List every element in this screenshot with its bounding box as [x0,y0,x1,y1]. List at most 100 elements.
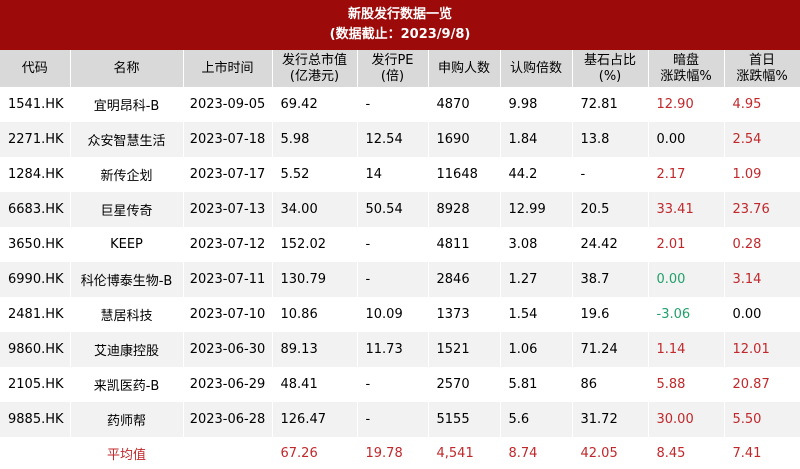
table-cell: 2023-07-13 [183,192,273,227]
table-cell: 5.52 [272,157,358,192]
table-cell: 1.14 [648,332,725,367]
table-cell: 86 [572,367,649,402]
table-cell: 1.27 [500,262,573,297]
table-cell: 2023-09-05 [183,87,273,122]
table-cell: 1373 [428,297,501,332]
table-cell: 50.54 [357,192,429,227]
table-cell: 11.73 [357,332,429,367]
table-cell [183,437,273,469]
table-cell: 20.87 [724,367,800,402]
table-cell: 24.42 [572,227,649,262]
table-cell: 33.41 [648,192,725,227]
table-cell: 10.09 [357,297,429,332]
table-cell: 89.13 [272,332,358,367]
table-cell: 2023-06-28 [183,402,273,437]
table-cell: 科伦博泰生物-B [70,262,184,297]
table-cell: 2846 [428,262,501,297]
average-value: 8.74 [500,437,573,469]
table-row: 6990.HK 科伦博泰生物-B 2023-07-11 130.79-2846 1.27… [0,262,800,297]
table-cell: 6990.HK [0,262,71,297]
header-line: (亿港元) [289,68,340,84]
table-cell: 48.41 [272,367,358,402]
table-row: 2271.HK 众安智慧生活 2023-07-18 5.98 12.54 1690 1.84… [0,122,800,157]
table-cell: 艾迪康控股 [70,332,184,367]
table-cell: 2.54 [724,122,800,157]
table-cell: - [572,157,649,192]
header-line: 暗盘 [672,52,699,68]
table-cell: 2.17 [648,157,725,192]
table-cell: 10.86 [272,297,358,332]
table-cell: 5.88 [648,367,725,402]
average-value: 19.78 [357,437,429,469]
table-cell: 38.7 [572,262,649,297]
column-header: 基石占比 (%) [572,50,649,87]
table-cell: 宜明昂科-B [70,87,184,122]
table-cell: 5.6 [500,402,573,437]
table-cell: 2023-07-11 [183,262,273,297]
table-cell: 11648 [428,157,501,192]
table-cell [0,437,71,469]
table-cell: 13.8 [572,122,649,157]
column-header: 发行PE (倍) [357,50,429,87]
title: 新股发行数据一览 [347,7,452,22]
average-label: 平均值 [70,437,184,469]
header-line: 发行PE [371,52,414,68]
table-cell: 2271.HK [0,122,71,157]
table-cell: 4811 [428,227,501,262]
header-line: 名称 [113,60,140,76]
average-value: 7.41 [724,437,800,469]
table-cell: 5155 [428,402,501,437]
average-value: 4,541 [428,437,501,469]
table-cell: 1.09 [724,157,800,192]
table-cell: 44.2 [500,157,573,192]
table-cell: 1.06 [500,332,573,367]
table-cell: 31.72 [572,402,649,437]
table-cell: 2023-07-17 [183,157,273,192]
table-cell: 药师帮 [70,402,184,437]
column-header: 认购倍数 [500,50,573,87]
column-header: 首日 涨跌幅% [724,50,800,87]
table-cell: 0.00 [648,122,725,157]
table-cell: 34.00 [272,192,358,227]
table-cell: 152.02 [272,227,358,262]
table-cell: 12.90 [648,87,725,122]
table-cell: 巨星传奇 [70,192,184,227]
table-cell: 19.6 [572,297,649,332]
table-cell: 0.00 [724,297,800,332]
column-header: 发行总市值 (亿港元) [272,50,358,87]
header-line: 认购倍数 [509,60,562,76]
table: 代码 名称 上市时间 发行总市值 (亿港元) 发行PE (倍) 申购人数 认购倍数 基石占比 (%)… [0,50,800,469]
column-header: 名称 [70,50,184,87]
header-row: 代码 名称 上市时间 发行总市值 (亿港元) 发行PE (倍) 申购人数 认购倍数 基石占比 (%)… [0,50,800,87]
table-cell: 来凯医药-B [70,367,184,402]
table-cell: 2481.HK [0,297,71,332]
table-cell: 126.47 [272,402,358,437]
table-cell: 12.99 [500,192,573,227]
header-line: (倍) [380,68,405,84]
table-cell: 12.54 [357,122,429,157]
table-cell: 30.00 [648,402,725,437]
table-cell: KEEP [70,227,184,262]
table-cell: 4870 [428,87,501,122]
header-line: 基石占比 [583,52,636,68]
table-cell: 4.95 [724,87,800,122]
column-header: 暗盘 涨跌幅% [648,50,725,87]
table-cell: - [357,367,429,402]
title-bar: 新股发行数据一览 (数据截止：2023/9/8) [0,0,800,50]
table-row: 6683.HK 巨星传奇 2023-07-13 34.00 50.54 8928 12.99… [0,192,800,227]
table-cell: -3.06 [648,297,725,332]
table-cell: 2023-07-10 [183,297,273,332]
table-cell: 2023-06-30 [183,332,273,367]
subtitle: (数据截止：2023/9/8) [329,27,471,42]
table-cell: 20.5 [572,192,649,227]
header-line: 涨跌幅% [736,68,788,84]
table-cell: 3.14 [724,262,800,297]
table-row: 1541.HK 宜明昂科-B 2023-09-05 69.42-4870 9.98 72.… [0,87,800,122]
header-line: 代码 [21,60,48,76]
table-cell: 5.98 [272,122,358,157]
table-cell: 69.42 [272,87,358,122]
table-row: 9885.HK 药师帮 2023-06-28 126.47-5155 5.6 31.72 3… [0,402,800,437]
table-cell: 0.28 [724,227,800,262]
table-cell: 2.01 [648,227,725,262]
table-cell: 9860.HK [0,332,71,367]
